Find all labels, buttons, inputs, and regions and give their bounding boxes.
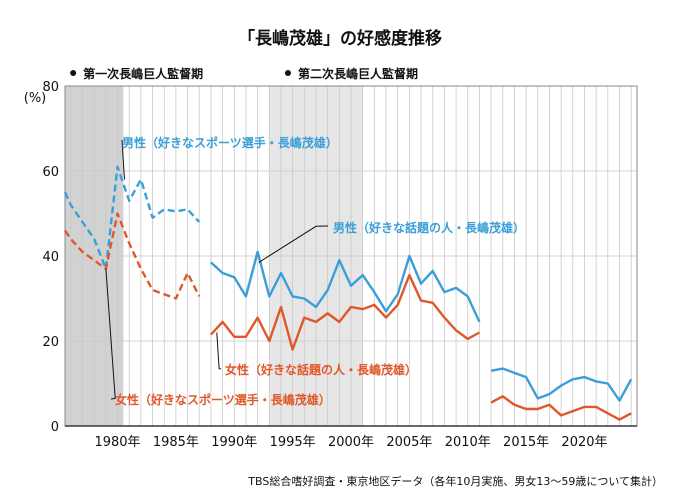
period-label: 第二次長嶋巨人監督期 [298, 66, 418, 81]
x-tick-label: 1985年 [153, 435, 199, 450]
series-annotation-label: 男性（好きなスポーツ選手・長嶋茂雄） [122, 135, 338, 150]
series-line-1 [63, 165, 201, 270]
y-tick-label: 40 [42, 250, 59, 265]
series-annotation-label: 男性（好きな話題の人・長嶋茂雄） [333, 220, 525, 235]
x-tick-label: 1995年 [270, 435, 316, 450]
period-marker-dot [70, 70, 77, 76]
series-line-4 [210, 273, 480, 351]
y-axis-label: (%) [24, 91, 47, 106]
y-tick-label: 80 [42, 80, 59, 95]
x-tick-label: 1980年 [94, 435, 140, 450]
period-marker-dot [284, 70, 291, 76]
y-tick-label: 60 [42, 165, 59, 180]
x-tick-label: 2020年 [561, 435, 607, 450]
y-tick-label: 20 [42, 335, 59, 350]
x-tick-label: 2000年 [328, 435, 374, 450]
annotation-leader-line [105, 268, 116, 400]
x-tick-label: 2015年 [503, 435, 549, 450]
chart-title: 「長嶋茂雄」の好感度推移 [238, 28, 442, 49]
annotation-leader-line [121, 139, 125, 180]
x-tick-label: 1990年 [211, 435, 257, 450]
x-tick-label: 2005年 [386, 435, 432, 450]
y-tick-label: 0 [51, 420, 59, 435]
series-line-3 [210, 250, 481, 323]
x-tick-label: 2010年 [445, 435, 491, 450]
period-label: 第一次長嶋巨人監督期 [83, 66, 203, 81]
annotation-leader-line [258, 225, 329, 263]
annotation-leader-line [216, 332, 222, 370]
series-annotation-label: 女性（好きなスポーツ選手・長嶋茂雄） [115, 392, 331, 407]
series-annotation-label: 女性（好きな話題の人・長嶋茂雄） [225, 362, 417, 377]
series-line-2 [64, 212, 201, 300]
source-note: TBS総合嗜好調査・東京地区データ（各年10月実施、男女13〜59歳について集計… [247, 474, 663, 488]
series-line-6 [490, 395, 632, 421]
series-line-5 [490, 367, 633, 402]
